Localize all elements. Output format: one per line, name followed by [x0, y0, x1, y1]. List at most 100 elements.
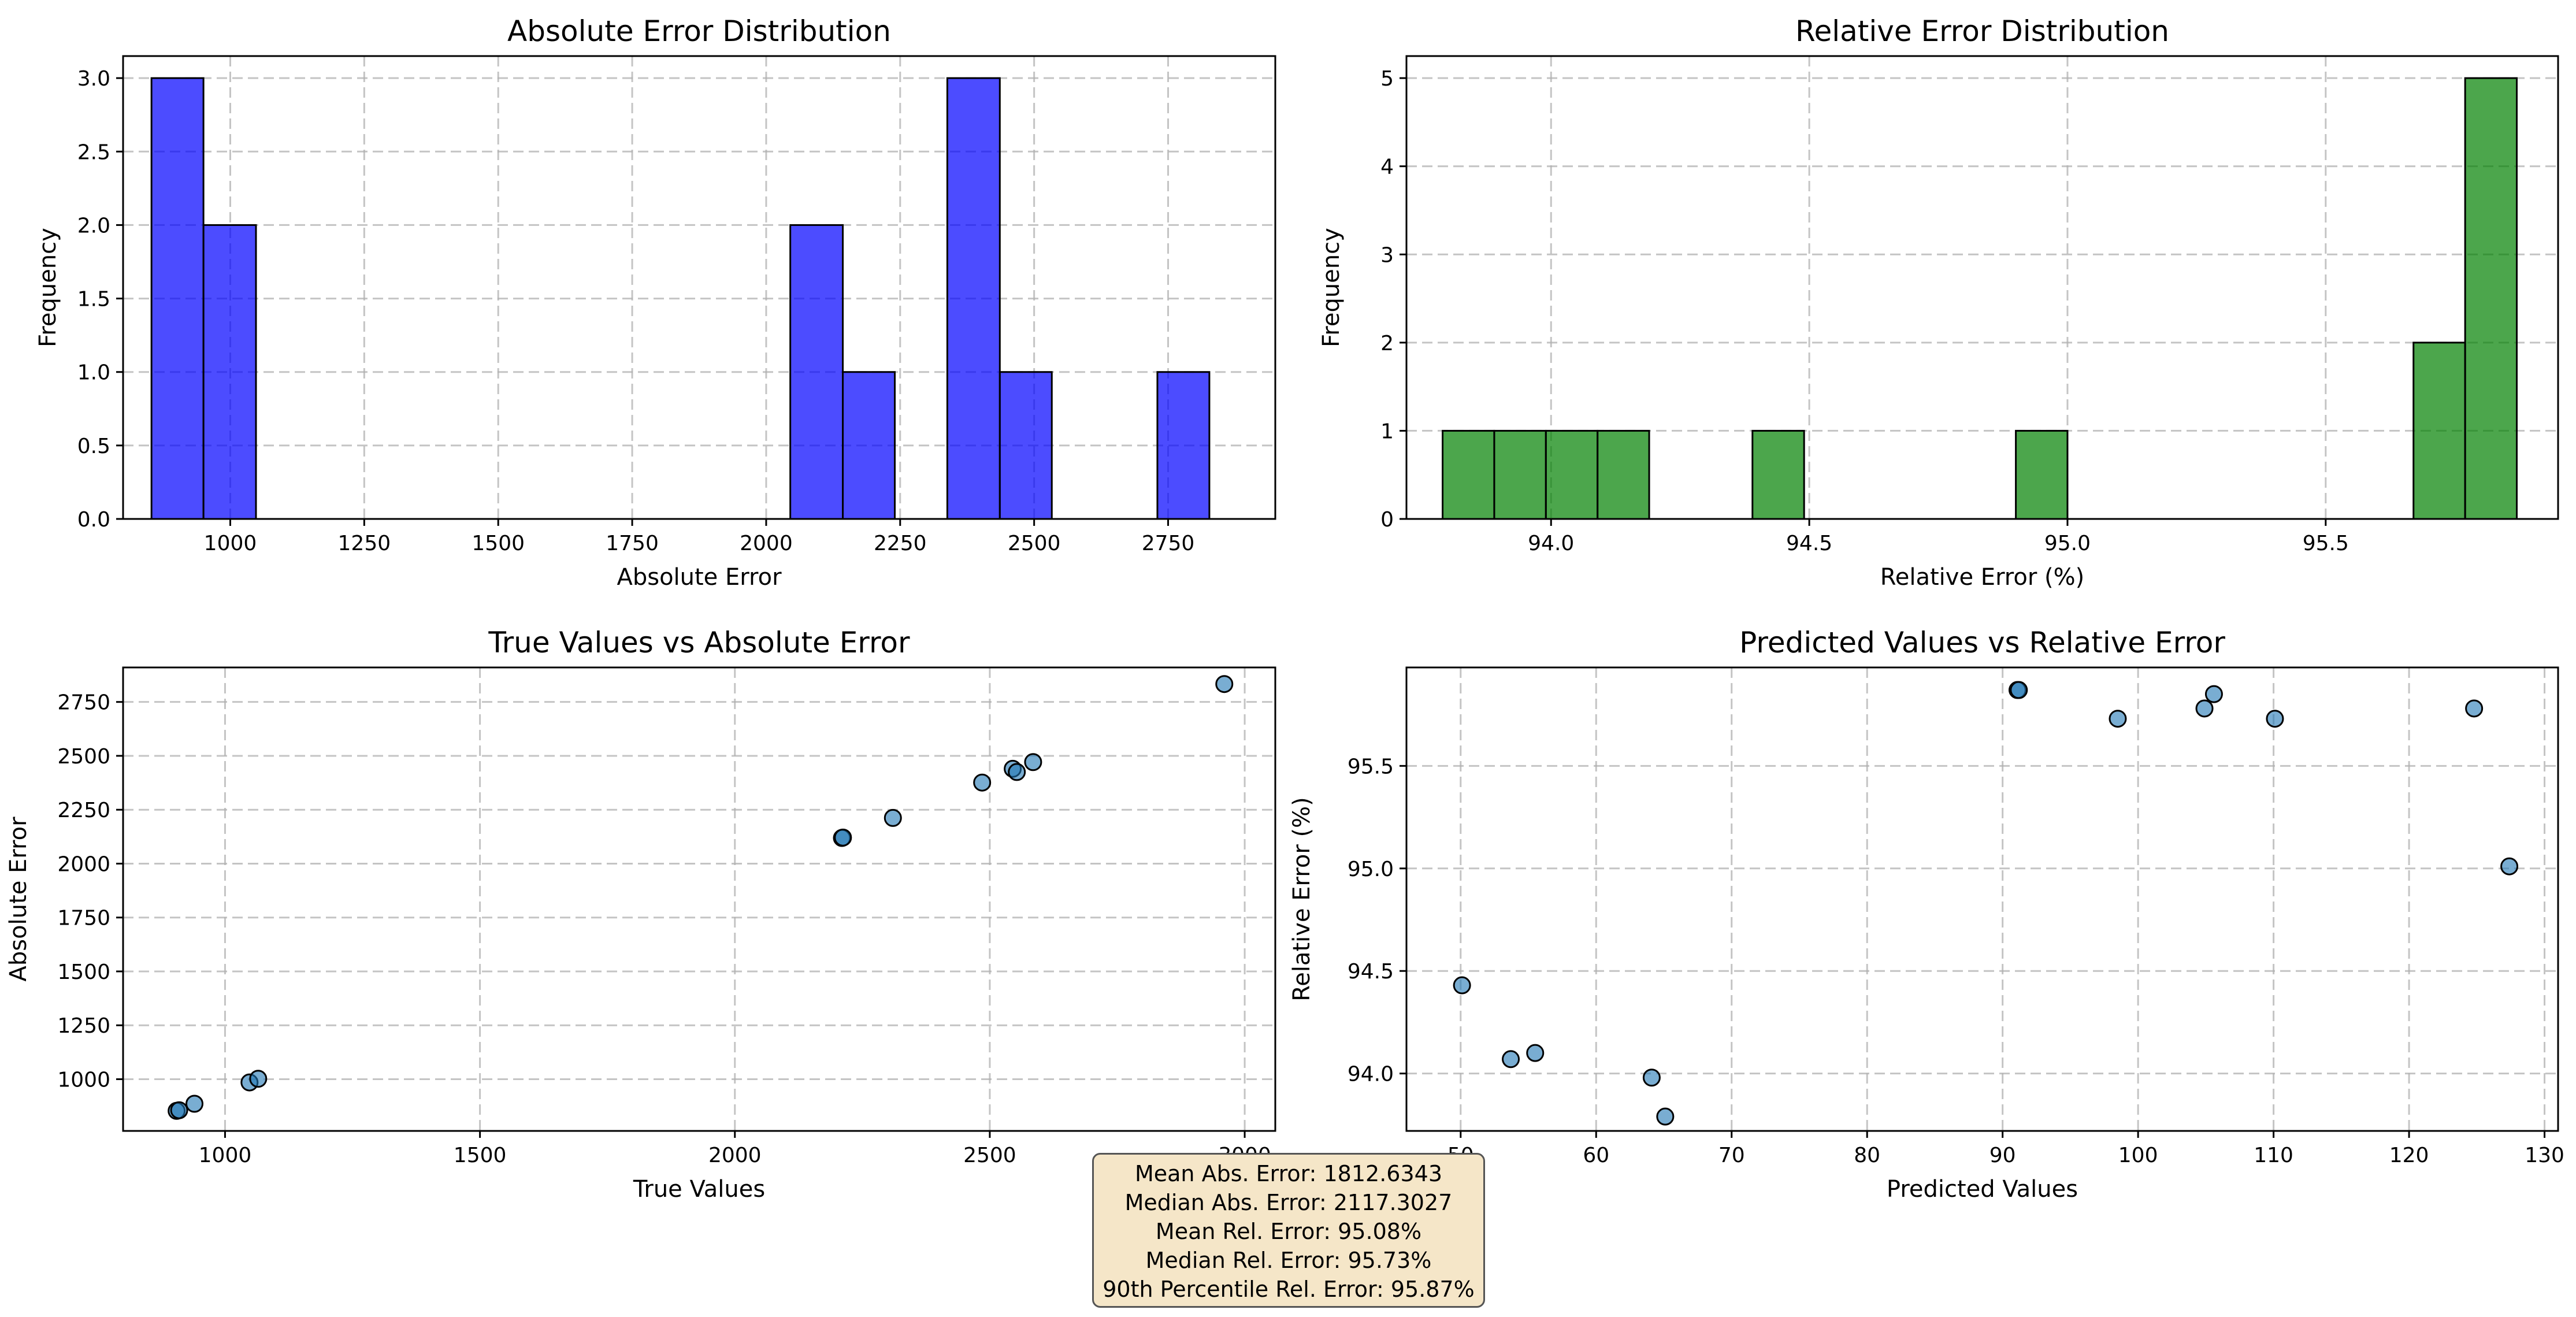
x-tick-label: 60: [1583, 1144, 1609, 1167]
y-tick-label: 2250: [57, 799, 110, 822]
scatter-point: [1008, 763, 1026, 781]
chart-title: Absolute Error Distribution: [507, 14, 891, 48]
histogram-bar: [1751, 429, 1805, 520]
x-tick-label: 1250: [338, 532, 391, 555]
scatter-point: [1024, 753, 1042, 771]
y-tick-label: 1500: [57, 960, 110, 984]
stat-mean-rel-error: Mean Rel. Error: 95.08%: [1155, 1219, 1422, 1244]
x-axis-label: Predicted Values: [1887, 1176, 2078, 1203]
scatter-point: [2195, 699, 2214, 718]
scatter-point: [1526, 1044, 1545, 1062]
axes-frame: [1405, 55, 2559, 520]
y-tick-label: 0.0: [77, 508, 110, 532]
y-tick-label: 0: [1380, 508, 1394, 532]
histogram-bar: [1545, 429, 1599, 520]
histogram-bar: [202, 224, 257, 520]
y-tick-label: 1: [1380, 420, 1394, 443]
predicted-vs-relative-error-scatter: 506070809010011012013094.094.595.095.5Pr…: [1289, 626, 2564, 1203]
stat-mean-abs-error: Mean Abs. Error: 1812.6343: [1134, 1161, 1443, 1186]
y-tick-label: 4: [1380, 155, 1394, 179]
histogram-bar: [2015, 429, 2069, 520]
scatter-point: [1215, 675, 1234, 693]
scatter-point: [884, 808, 902, 827]
x-tick-label: 130: [2525, 1144, 2564, 1167]
x-tick-label: 2750: [1142, 532, 1195, 555]
y-tick-label: 1.0: [77, 361, 110, 385]
x-tick-label: 70: [1718, 1144, 1745, 1167]
y-tick-label: 0.5: [77, 435, 110, 458]
x-tick-label: 80: [1854, 1144, 1880, 1167]
x-tick-label: 1000: [199, 1144, 252, 1167]
scatter-point: [2204, 685, 2223, 703]
y-axis-label: Absolute Error: [5, 817, 32, 982]
y-tick-label: 95.5: [1348, 755, 1394, 778]
y-tick-label: 1750: [57, 907, 110, 930]
scatter-point: [1642, 1069, 1661, 1087]
x-tick-label: 2250: [874, 532, 927, 555]
relative-error-histogram: 94.0 94.5 95.0 95.5 0 1 2 3 4 5 Relative Error Dis…: [1318, 14, 2559, 591]
scatter-point: [2500, 857, 2519, 875]
x-tick-label: 1750: [606, 532, 659, 555]
scatter-point: [249, 1070, 268, 1088]
axes-frame: [1405, 666, 2559, 1132]
histogram-bar: [842, 371, 896, 520]
y-tick-label: 2000: [57, 852, 110, 876]
y-axis-label: Relative Error (%): [1289, 797, 1315, 1001]
x-tick-label: 1500: [454, 1144, 507, 1167]
histogram-bar: [1156, 371, 1211, 520]
x-axis-label: Absolute Error: [617, 564, 782, 591]
x-tick-label: 2000: [708, 1144, 762, 1167]
scatter-point: [170, 1101, 188, 1119]
y-tick-label: 1.5: [77, 288, 110, 311]
chart-title: Predicted Values vs Relative Error: [1739, 626, 2225, 659]
y-tick-label: 95.0: [1348, 858, 1394, 881]
histogram-bar: [2464, 77, 2518, 520]
y-tick-label: 94.5: [1348, 960, 1394, 984]
scatter-point: [834, 828, 852, 847]
x-tick-label: 94.5: [1786, 532, 1832, 555]
x-axis-label: Relative Error (%): [1880, 564, 2084, 591]
histogram-bar: [1442, 429, 1495, 520]
axes-frame: [122, 666, 1276, 1132]
y-tick-label: 1250: [57, 1014, 110, 1038]
histogram-bar: [2412, 342, 2466, 520]
scatter-point: [2010, 681, 2028, 699]
y-tick-label: 2750: [57, 691, 110, 715]
y-axis-label: Frequency: [35, 228, 61, 347]
true-vs-absolute-error-scatter: 1000150020002500300010001250150017502000…: [5, 626, 1276, 1203]
x-tick-label: 95.5: [2303, 532, 2349, 555]
chart-title: Relative Error Distribution: [1795, 14, 2169, 48]
y-tick-label: 94.0: [1348, 1063, 1394, 1086]
axes-frame: [122, 55, 1276, 520]
scatter-point: [973, 773, 992, 792]
summary-stats-box: Mean Abs. Error: 1812.6343 Median Abs. E…: [1092, 1153, 1485, 1308]
x-tick-label: 94.0: [1528, 532, 1574, 555]
y-axis-label: Frequency: [1318, 228, 1345, 347]
x-tick-label: 110: [2254, 1144, 2293, 1167]
y-tick-label: 5: [1380, 67, 1394, 91]
histogram-bar: [1493, 429, 1547, 520]
x-tick-label: 2500: [1008, 532, 1061, 555]
x-tick-label: 2500: [963, 1144, 1016, 1167]
histogram-bar: [1597, 429, 1650, 520]
x-tick-label: 2000: [740, 532, 793, 555]
y-tick-label: 2500: [57, 745, 110, 769]
chart-title: True Values vs Absolute Error: [488, 626, 910, 659]
histogram-bar: [150, 77, 205, 520]
scatter-point: [1453, 976, 1471, 995]
x-tick-label: 90: [1989, 1144, 2016, 1167]
x-tick-label: 1000: [204, 532, 257, 555]
x-tick-label: 1500: [472, 532, 525, 555]
y-tick-label: 3: [1380, 243, 1394, 267]
histogram-bar: [999, 371, 1053, 520]
absolute-error-histogram: 1000 1250 1500 1750 2000 2250 2500 2750 0.0 0.5 1.…: [35, 14, 1276, 591]
histogram-bar: [789, 224, 844, 520]
histogram-bar: [946, 77, 1001, 520]
y-tick-label: 1000: [57, 1068, 110, 1092]
x-tick-label: 95.0: [2044, 532, 2091, 555]
scatter-point: [1502, 1050, 1520, 1069]
scatter-point: [2109, 710, 2127, 728]
stat-median-abs-error: Median Abs. Error: 2117.3027: [1124, 1190, 1453, 1215]
x-axis-label: True Values: [633, 1176, 765, 1203]
